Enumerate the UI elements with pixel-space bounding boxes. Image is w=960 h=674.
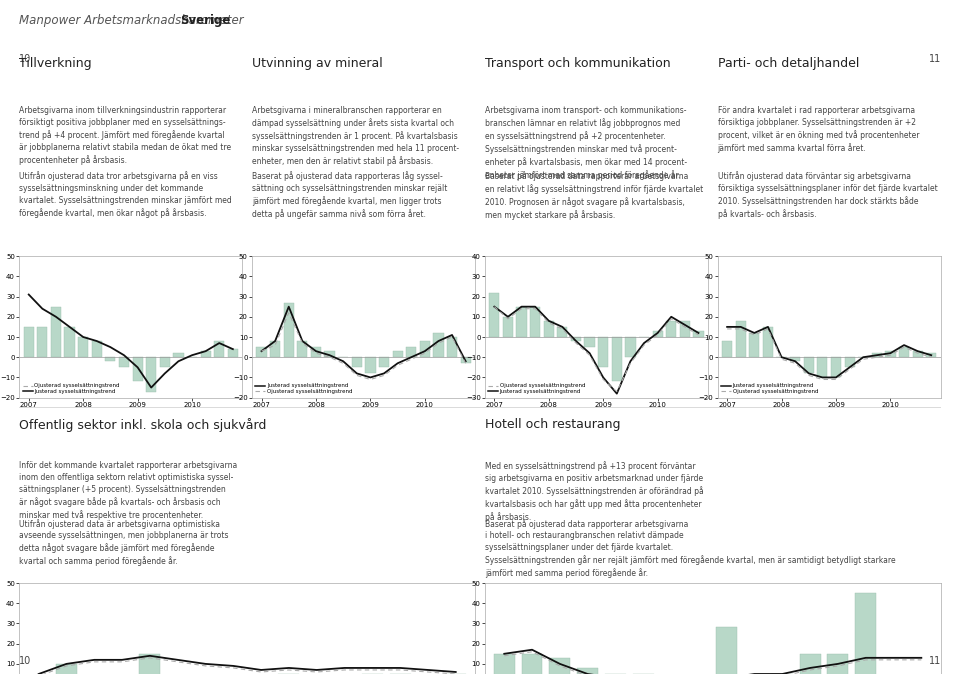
Bar bbox=[872, 353, 882, 357]
Bar bbox=[256, 347, 267, 357]
Bar bbox=[78, 337, 88, 357]
Bar bbox=[855, 593, 876, 674]
Bar bbox=[804, 357, 814, 373]
Bar bbox=[885, 351, 896, 357]
Bar bbox=[577, 668, 598, 674]
Bar bbox=[351, 357, 362, 367]
Bar bbox=[817, 357, 828, 377]
Bar bbox=[800, 654, 821, 674]
Bar bbox=[693, 331, 704, 337]
Bar bbox=[119, 357, 129, 367]
Bar bbox=[379, 357, 389, 367]
Bar bbox=[51, 307, 61, 357]
Bar bbox=[828, 654, 849, 674]
Bar bbox=[666, 321, 677, 337]
Text: Utifrån ojusterad data förväntar sig arbetsgivarna
försiktiga sysselsättningspla: Utifrån ojusterad data förväntar sig arb… bbox=[718, 171, 937, 219]
Text: Offentlig sektor inkl. skola och sjukvård: Offentlig sektor inkl. skola och sjukvår… bbox=[19, 418, 267, 432]
Bar bbox=[447, 337, 457, 357]
Bar bbox=[716, 627, 737, 674]
Bar bbox=[311, 347, 321, 357]
Bar bbox=[214, 341, 225, 357]
Bar bbox=[722, 341, 732, 357]
Text: 11: 11 bbox=[928, 656, 941, 665]
Text: Transport och kommunikation: Transport och kommunikation bbox=[485, 57, 670, 70]
Text: 10: 10 bbox=[19, 656, 32, 665]
Legend: Justerad sysselsättningstrend, Ojusterad sysselsättningstrend: Justerad sysselsättningstrend, Ojusterad… bbox=[720, 383, 819, 395]
Text: Sverige: Sverige bbox=[180, 13, 230, 27]
Bar bbox=[530, 307, 540, 337]
Legend: Justerad sysselsättningstrend, Ojusterad sysselsättningstrend: Justerad sysselsättningstrend, Ojusterad… bbox=[254, 383, 353, 395]
Bar bbox=[406, 347, 417, 357]
Text: Manpower Arbetsmarknadsbarometer: Manpower Arbetsmarknadsbarometer bbox=[19, 13, 244, 27]
Bar bbox=[146, 357, 156, 392]
Bar bbox=[37, 327, 47, 357]
Bar bbox=[461, 357, 470, 363]
Bar bbox=[298, 341, 307, 357]
Bar bbox=[420, 341, 430, 357]
Bar bbox=[174, 353, 183, 357]
Text: Arbetsgivarna inom tillverkningsindustrin rapporterar
försiktigt positiva jobbpl: Arbetsgivarna inom tillverkningsindustri… bbox=[19, 106, 231, 165]
Bar bbox=[612, 337, 622, 381]
Text: 10: 10 bbox=[19, 54, 32, 64]
Bar bbox=[831, 357, 841, 377]
Text: Hotell och restaurang: Hotell och restaurang bbox=[485, 418, 620, 431]
Bar bbox=[653, 331, 662, 337]
Bar bbox=[680, 321, 690, 337]
Bar bbox=[913, 351, 923, 357]
Text: För andra kvartalet i rad rapporterar arbetsgivarna
försiktiga jobbplaner. Sysse: För andra kvartalet i rad rapporterar ar… bbox=[718, 106, 919, 153]
Bar bbox=[283, 303, 294, 357]
Bar bbox=[24, 327, 34, 357]
Bar bbox=[56, 664, 77, 674]
Bar bbox=[598, 337, 609, 367]
Bar bbox=[132, 357, 143, 381]
Bar bbox=[845, 357, 854, 367]
Text: Baserat på ojusterad data rapporterar arbetsgivarna
en relativt låg sysselsättni: Baserat på ojusterad data rapporterar ar… bbox=[485, 171, 703, 220]
Text: Med en sysselsättningstrend på +13 procent förväntar
sig arbetsgivarna en positi: Med en sysselsättningstrend på +13 proce… bbox=[485, 461, 704, 522]
Bar bbox=[749, 333, 759, 357]
Bar bbox=[516, 307, 527, 337]
Bar bbox=[557, 327, 567, 337]
Bar bbox=[735, 321, 746, 357]
Bar bbox=[64, 327, 75, 357]
Bar bbox=[490, 293, 499, 337]
Bar bbox=[926, 353, 936, 357]
Text: Baserat på ojusterad data rapporteras låg syssel-
sättning och sysselsättningstr: Baserat på ojusterad data rapporteras lå… bbox=[252, 171, 447, 219]
Bar bbox=[324, 351, 335, 357]
Bar bbox=[549, 658, 570, 674]
Text: Utifrån ojusterad data tror arbetsgivarna på en viss
sysselsättningsminskning un: Utifrån ojusterad data tror arbetsgivarn… bbox=[19, 171, 232, 218]
Text: Baserat på ojusterad data rapporterar arbetsgivarna
i hotell- och restaurangbran: Baserat på ojusterad data rapporterar ar… bbox=[485, 519, 896, 578]
Bar bbox=[521, 654, 542, 674]
Bar bbox=[503, 317, 513, 337]
Legend: Ojusterad sysselsättningstrend, Justerad sysselsättningstrend: Ojusterad sysselsättningstrend, Justerad… bbox=[488, 383, 586, 395]
Bar bbox=[625, 337, 636, 357]
Bar bbox=[201, 351, 211, 357]
Bar bbox=[899, 347, 909, 357]
Bar bbox=[106, 357, 115, 361]
Bar bbox=[159, 357, 170, 367]
Bar bbox=[433, 333, 444, 357]
Bar bbox=[543, 321, 554, 337]
Bar bbox=[493, 654, 515, 674]
Text: Arbetsgivarna inom transport- och kommunikations-
branschen lämnar en relativt l: Arbetsgivarna inom transport- och kommun… bbox=[485, 106, 687, 181]
Text: Arbetsgivarna i mineralbranschen rapporterar en
dämpad sysselsättning under året: Arbetsgivarna i mineralbranschen rapport… bbox=[252, 106, 459, 166]
Bar bbox=[366, 357, 375, 373]
Text: Tillverkning: Tillverkning bbox=[19, 57, 92, 70]
Bar bbox=[585, 337, 594, 347]
Text: Utvinning av mineral: Utvinning av mineral bbox=[252, 57, 383, 70]
Text: Utifrån ojusterad data är arbetsgivarna optimistiska
avseende sysselsättningen, : Utifrån ojusterad data är arbetsgivarna … bbox=[19, 519, 228, 566]
Text: Parti- och detaljhandel: Parti- och detaljhandel bbox=[718, 57, 859, 70]
Bar bbox=[228, 349, 238, 357]
Bar bbox=[790, 357, 801, 361]
Bar bbox=[91, 341, 102, 357]
Bar bbox=[270, 341, 280, 357]
Bar bbox=[139, 654, 160, 674]
Bar bbox=[393, 351, 403, 357]
Bar bbox=[763, 327, 773, 357]
Text: 11: 11 bbox=[928, 54, 941, 64]
Text: Inför det kommande kvartalet rapporterar arbetsgivarna
inom den offentliga sekto: Inför det kommande kvartalet rapporterar… bbox=[19, 461, 237, 520]
Bar bbox=[571, 337, 581, 341]
Legend: Ojusterad sysselsättningstrend, Justerad sysselsättningstrend: Ojusterad sysselsättningstrend, Justerad… bbox=[22, 383, 120, 395]
